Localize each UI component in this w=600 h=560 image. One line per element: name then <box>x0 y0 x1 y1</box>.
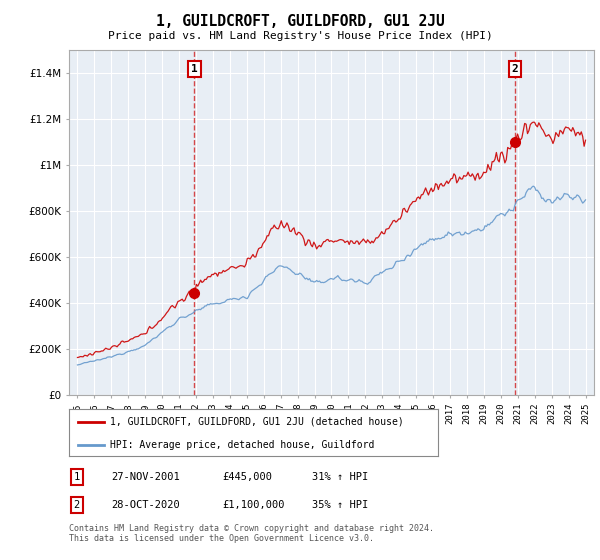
Text: 1, GUILDCROFT, GUILDFORD, GU1 2JU: 1, GUILDCROFT, GUILDFORD, GU1 2JU <box>155 14 445 29</box>
Text: 2: 2 <box>74 500 80 510</box>
Text: HPI: Average price, detached house, Guildford: HPI: Average price, detached house, Guil… <box>110 440 374 450</box>
Text: 28-OCT-2020: 28-OCT-2020 <box>111 500 180 510</box>
Text: 2: 2 <box>512 64 518 74</box>
Text: £1,100,000: £1,100,000 <box>222 500 284 510</box>
Text: 1, GUILDCROFT, GUILDFORD, GU1 2JU (detached house): 1, GUILDCROFT, GUILDFORD, GU1 2JU (detac… <box>110 417 403 427</box>
Text: Contains HM Land Registry data © Crown copyright and database right 2024.: Contains HM Land Registry data © Crown c… <box>69 524 434 533</box>
Text: 27-NOV-2001: 27-NOV-2001 <box>111 472 180 482</box>
Text: 35% ↑ HPI: 35% ↑ HPI <box>312 500 368 510</box>
Text: 1: 1 <box>191 64 198 74</box>
Text: £445,000: £445,000 <box>222 472 272 482</box>
Text: Price paid vs. HM Land Registry's House Price Index (HPI): Price paid vs. HM Land Registry's House … <box>107 31 493 41</box>
Text: This data is licensed under the Open Government Licence v3.0.: This data is licensed under the Open Gov… <box>69 534 374 543</box>
Text: 31% ↑ HPI: 31% ↑ HPI <box>312 472 368 482</box>
Text: 1: 1 <box>74 472 80 482</box>
